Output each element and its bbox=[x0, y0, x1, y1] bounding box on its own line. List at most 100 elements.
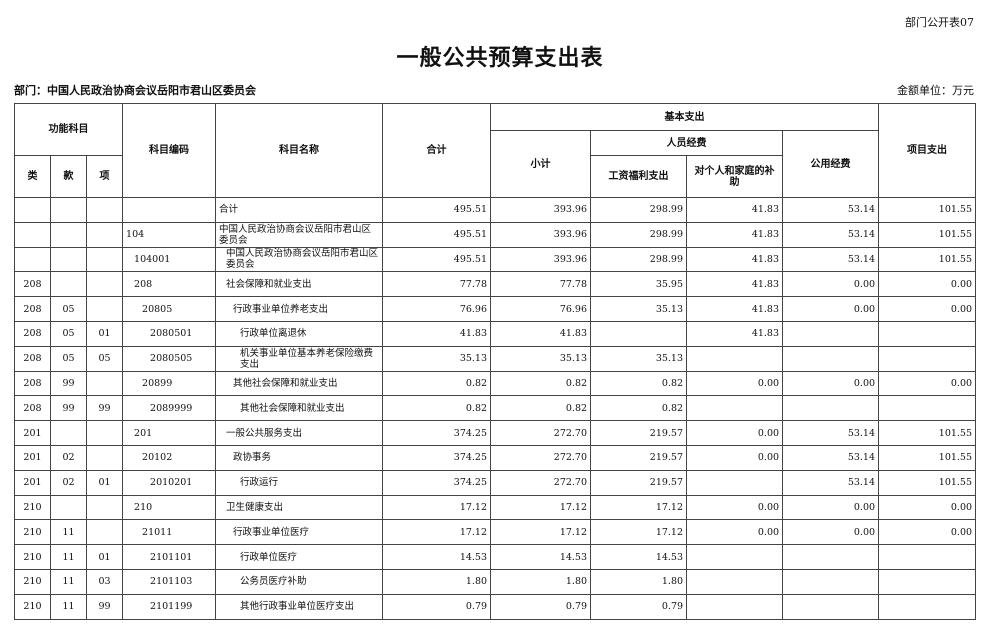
cell-kuan: 05 bbox=[50, 296, 87, 322]
cell-kuan bbox=[50, 420, 87, 446]
cell-public: 53.14 bbox=[782, 246, 880, 273]
cell-xiang: 01 bbox=[85, 544, 124, 570]
cell-project: 0.00 bbox=[878, 494, 977, 521]
cell-name: 行政事业单位医疗 bbox=[215, 519, 384, 546]
cell-total: 17.12 bbox=[382, 519, 492, 546]
cell-project: 101.55 bbox=[878, 246, 977, 273]
page-title: 一般公共预算支出表 bbox=[396, 46, 604, 71]
cell-public: 0.00 bbox=[782, 271, 880, 298]
cell-total: 1.80 bbox=[382, 568, 492, 595]
cell-total: 41.83 bbox=[382, 320, 492, 347]
cell-xiang bbox=[85, 246, 124, 273]
cell-subsidy: 41.83 bbox=[686, 320, 784, 347]
cell-kuan: 02 bbox=[50, 444, 87, 471]
cell-subtotal: 0.82 bbox=[490, 395, 592, 422]
cell-name: 政协事务 bbox=[215, 444, 384, 471]
cell-code: 2080501 bbox=[122, 320, 217, 347]
cell-public: 0.00 bbox=[782, 296, 880, 322]
cell-project: 101.55 bbox=[878, 197, 977, 223]
table-row: 210 11 21011 行政事业单位医疗 17.12 17.12 17.12 0.00 0.0… bbox=[14, 519, 977, 546]
header-name: 科目名称 bbox=[215, 103, 384, 198]
cell-total: 495.51 bbox=[382, 221, 492, 248]
cell-code: 20805 bbox=[122, 296, 217, 322]
cell-xiang: 01 bbox=[85, 320, 124, 347]
department-label: 部门：中国人民政治协商会议岳阳市君山区委员会 bbox=[14, 84, 256, 97]
cell-lei: 201 bbox=[14, 469, 51, 496]
cell-xiang bbox=[85, 271, 124, 298]
cell-xiang bbox=[85, 370, 124, 397]
cell-name: 行政事业单位养老支出 bbox=[215, 296, 384, 322]
cell-xiang: 99 bbox=[85, 395, 124, 422]
cell-xiang bbox=[85, 444, 124, 471]
cell-subsidy: 0.00 bbox=[686, 519, 784, 546]
cell-subsidy: 0.00 bbox=[686, 494, 784, 521]
cell-project bbox=[878, 544, 977, 570]
cell-subsidy bbox=[686, 544, 784, 570]
cell-salary: 298.99 bbox=[590, 221, 688, 248]
cell-kuan: 11 bbox=[50, 593, 87, 620]
cell-public bbox=[782, 345, 880, 372]
cell-name: 其他社会保障和就业支出 bbox=[215, 395, 384, 422]
cell-kuan bbox=[50, 246, 87, 273]
cell-salary: 0.79 bbox=[590, 593, 688, 620]
cell-total: 374.25 bbox=[382, 420, 492, 446]
cell-lei: 210 bbox=[14, 519, 51, 546]
cell-code: 2101101 bbox=[122, 544, 217, 570]
cell-salary: 298.99 bbox=[590, 197, 688, 223]
cell-kuan bbox=[50, 197, 87, 223]
cell-total: 374.25 bbox=[382, 444, 492, 471]
cell-subsidy bbox=[686, 345, 784, 372]
cell-project: 0.00 bbox=[878, 271, 977, 298]
table-row: 208 05 05 2080505 机关事业单位基本养老保险缴费支出 35.13 35.13… bbox=[14, 345, 977, 372]
table-row: 210 11 03 2101103 公务员医疗补助 1.80 1.80 1.80 bbox=[14, 568, 977, 595]
cell-project: 101.55 bbox=[878, 469, 977, 496]
table-row: 208 05 20805 行政事业单位养老支出 76.96 76.96 35.13 41.83… bbox=[14, 296, 977, 322]
cell-project: 101.55 bbox=[878, 420, 977, 446]
cell-salary: 17.12 bbox=[590, 519, 688, 546]
cell-code: 20102 bbox=[122, 444, 217, 471]
cell-subtotal: 272.70 bbox=[490, 444, 592, 471]
cell-name: 其他社会保障和就业支出 bbox=[215, 370, 384, 397]
header-kuan: 款 bbox=[50, 155, 87, 198]
table-row: 201 201 一般公共服务支出 374.25 272.70 219.57 0.00 53.1… bbox=[14, 420, 977, 446]
cell-code: 2101103 bbox=[122, 568, 217, 595]
cell-subsidy: 0.00 bbox=[686, 444, 784, 471]
cell-subsidy: 41.83 bbox=[686, 271, 784, 298]
cell-name: 其他行政事业单位医疗支出 bbox=[215, 593, 384, 620]
cell-project bbox=[878, 395, 977, 422]
cell-public bbox=[782, 395, 880, 422]
cell-subsidy: 41.83 bbox=[686, 296, 784, 322]
form-code: 部门公开表07 bbox=[905, 16, 974, 29]
cell-name: 一般公共服务支出 bbox=[215, 420, 384, 446]
header-personnel: 人员经费 bbox=[590, 130, 784, 156]
cell-public bbox=[782, 593, 880, 620]
cell-salary: 17.12 bbox=[590, 494, 688, 521]
cell-code: 104 bbox=[122, 221, 217, 248]
cell-subtotal: 17.12 bbox=[490, 494, 592, 521]
cell-xiang bbox=[85, 197, 124, 223]
header-basic: 基本支出 bbox=[490, 103, 880, 131]
cell-name: 中国人民政治协商会议岳阳市君山区委员会 bbox=[215, 221, 384, 248]
cell-lei: 208 bbox=[14, 320, 51, 347]
cell-xiang: 05 bbox=[85, 345, 124, 372]
header-xiang: 项 bbox=[85, 155, 124, 198]
cell-salary: 0.82 bbox=[590, 370, 688, 397]
table-row: 210 11 01 2101101 行政单位医疗 14.53 14.53 14.53 bbox=[14, 544, 977, 570]
cell-code bbox=[122, 197, 217, 223]
cell-total: 17.12 bbox=[382, 494, 492, 521]
cell-code: 20899 bbox=[122, 370, 217, 397]
header-func: 功能科目 bbox=[13, 103, 124, 156]
cell-subtotal: 393.96 bbox=[490, 197, 592, 223]
cell-kuan: 11 bbox=[50, 519, 87, 546]
cell-public: 53.14 bbox=[782, 469, 880, 496]
cell-public bbox=[782, 320, 880, 347]
unit-label: 金额单位：万元 bbox=[897, 84, 974, 97]
cell-name: 公务员医疗补助 bbox=[215, 568, 384, 595]
cell-subsidy bbox=[686, 568, 784, 595]
cell-xiang: 01 bbox=[85, 469, 124, 496]
cell-subtotal: 393.96 bbox=[490, 246, 592, 273]
cell-salary: 35.95 bbox=[590, 271, 688, 298]
cell-project bbox=[878, 593, 977, 620]
cell-project bbox=[878, 568, 977, 595]
cell-xiang bbox=[85, 296, 124, 322]
